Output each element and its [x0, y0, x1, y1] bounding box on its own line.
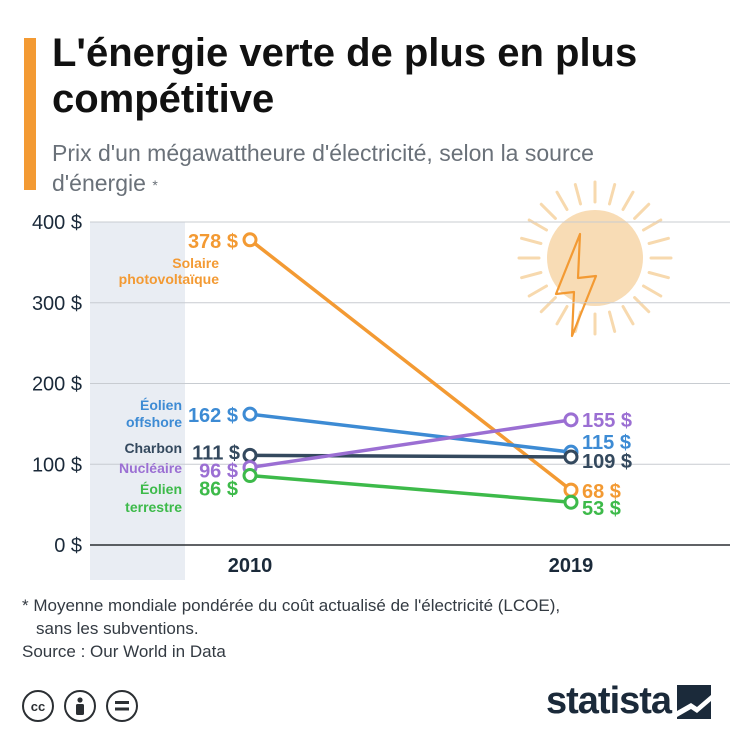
data-label: 53 $ [582, 498, 621, 520]
series-line [249, 473, 572, 504]
series-name-label: Éolien [140, 481, 182, 497]
brand-wordmark: statista [546, 680, 672, 722]
brand-logo: statista [546, 680, 712, 723]
data-label: 115 $ [582, 432, 631, 454]
footnote: * Moyenne mondiale pondérée du coût actu… [22, 594, 722, 640]
data-label: 111 $ [192, 442, 240, 464]
sun-ray [633, 296, 651, 314]
attribution-icon [64, 690, 96, 722]
footnote-line-1: * Moyenne mondiale pondérée du coût actu… [22, 596, 561, 615]
sun-ray [607, 183, 617, 206]
chart-subtitle: Prix d'un mégawattheure d'électricité, s… [52, 138, 612, 198]
data-label: 162 $ [188, 405, 238, 427]
y-tick-label: 0 $ [54, 535, 82, 557]
y-tick-label: 100 $ [32, 454, 82, 476]
data-label: 96 $ [199, 460, 238, 482]
series-line [249, 418, 572, 470]
sun-icon [547, 210, 643, 306]
sun-ray [621, 190, 635, 212]
x-tick-label: 2010 [228, 555, 273, 577]
series-name-label: offshore [126, 414, 182, 430]
y-tick-label: 200 $ [32, 374, 82, 396]
sun-ray [573, 183, 583, 206]
data-label: 155 $ [582, 410, 632, 432]
sun-ray [520, 270, 543, 280]
subtitle-text: Prix d'un mégawattheure d'électricité, s… [52, 140, 594, 196]
sun-ray [607, 310, 617, 333]
data-point [242, 447, 258, 463]
y-tick-label: 300 $ [32, 293, 82, 315]
series-name-label: terrestre [125, 499, 182, 515]
series-name-label: Éolien [140, 397, 182, 413]
data-point [563, 482, 579, 498]
title-accent-bar [24, 38, 36, 190]
sun-ray [555, 304, 569, 326]
line-chart: 0 $ 100 $ 200 $ 300 $ 400 $ 2010 2019 378 $ 68 $… [32, 180, 730, 580]
sun-ray [539, 202, 557, 220]
y-tick-label: 400 $ [32, 212, 82, 234]
sun-ray [527, 284, 549, 298]
series-line [249, 412, 572, 454]
highlight-band [90, 222, 185, 580]
brand-mark-icon [677, 684, 712, 719]
footnote-line-2: sans les subventions. [36, 619, 199, 638]
data-label: 109 $ [582, 451, 632, 473]
series-name-label: Solaire [172, 255, 219, 271]
sun-ray [539, 296, 557, 314]
data-point [563, 494, 579, 510]
sun-ray [633, 202, 651, 220]
data-point [242, 232, 258, 248]
x-tick-label: 2019 [549, 555, 594, 577]
data-point [242, 468, 258, 484]
sun-ray [555, 190, 569, 212]
series-name-label: Nucléaire [119, 460, 182, 476]
source-text: Source : Our World in Data [22, 642, 226, 661]
subtitle-marker: * [152, 177, 158, 193]
data-point [563, 449, 579, 465]
data-point [563, 412, 579, 428]
lightning-bolt-icon [554, 232, 598, 338]
license-icons: cc [22, 690, 138, 726]
data-label: 378 $ [188, 231, 238, 253]
sun-ray [647, 236, 670, 246]
series-line [248, 238, 573, 492]
sun-ray [647, 270, 670, 280]
no-derivatives-icon [106, 690, 138, 722]
data-label: 68 $ [582, 481, 621, 503]
chart-title: L'énergie verte de plus en plus compétit… [52, 31, 638, 121]
cc-icon: cc [22, 690, 54, 722]
series-name-label: Charbon [124, 440, 182, 456]
series-name-label: photovoltaïque [119, 271, 220, 287]
sun-ray [520, 236, 543, 246]
sun-ray [641, 284, 663, 298]
data-point [242, 406, 258, 422]
series-line [249, 453, 572, 459]
sun-ray [621, 304, 635, 326]
data-label: 86 $ [199, 479, 238, 501]
